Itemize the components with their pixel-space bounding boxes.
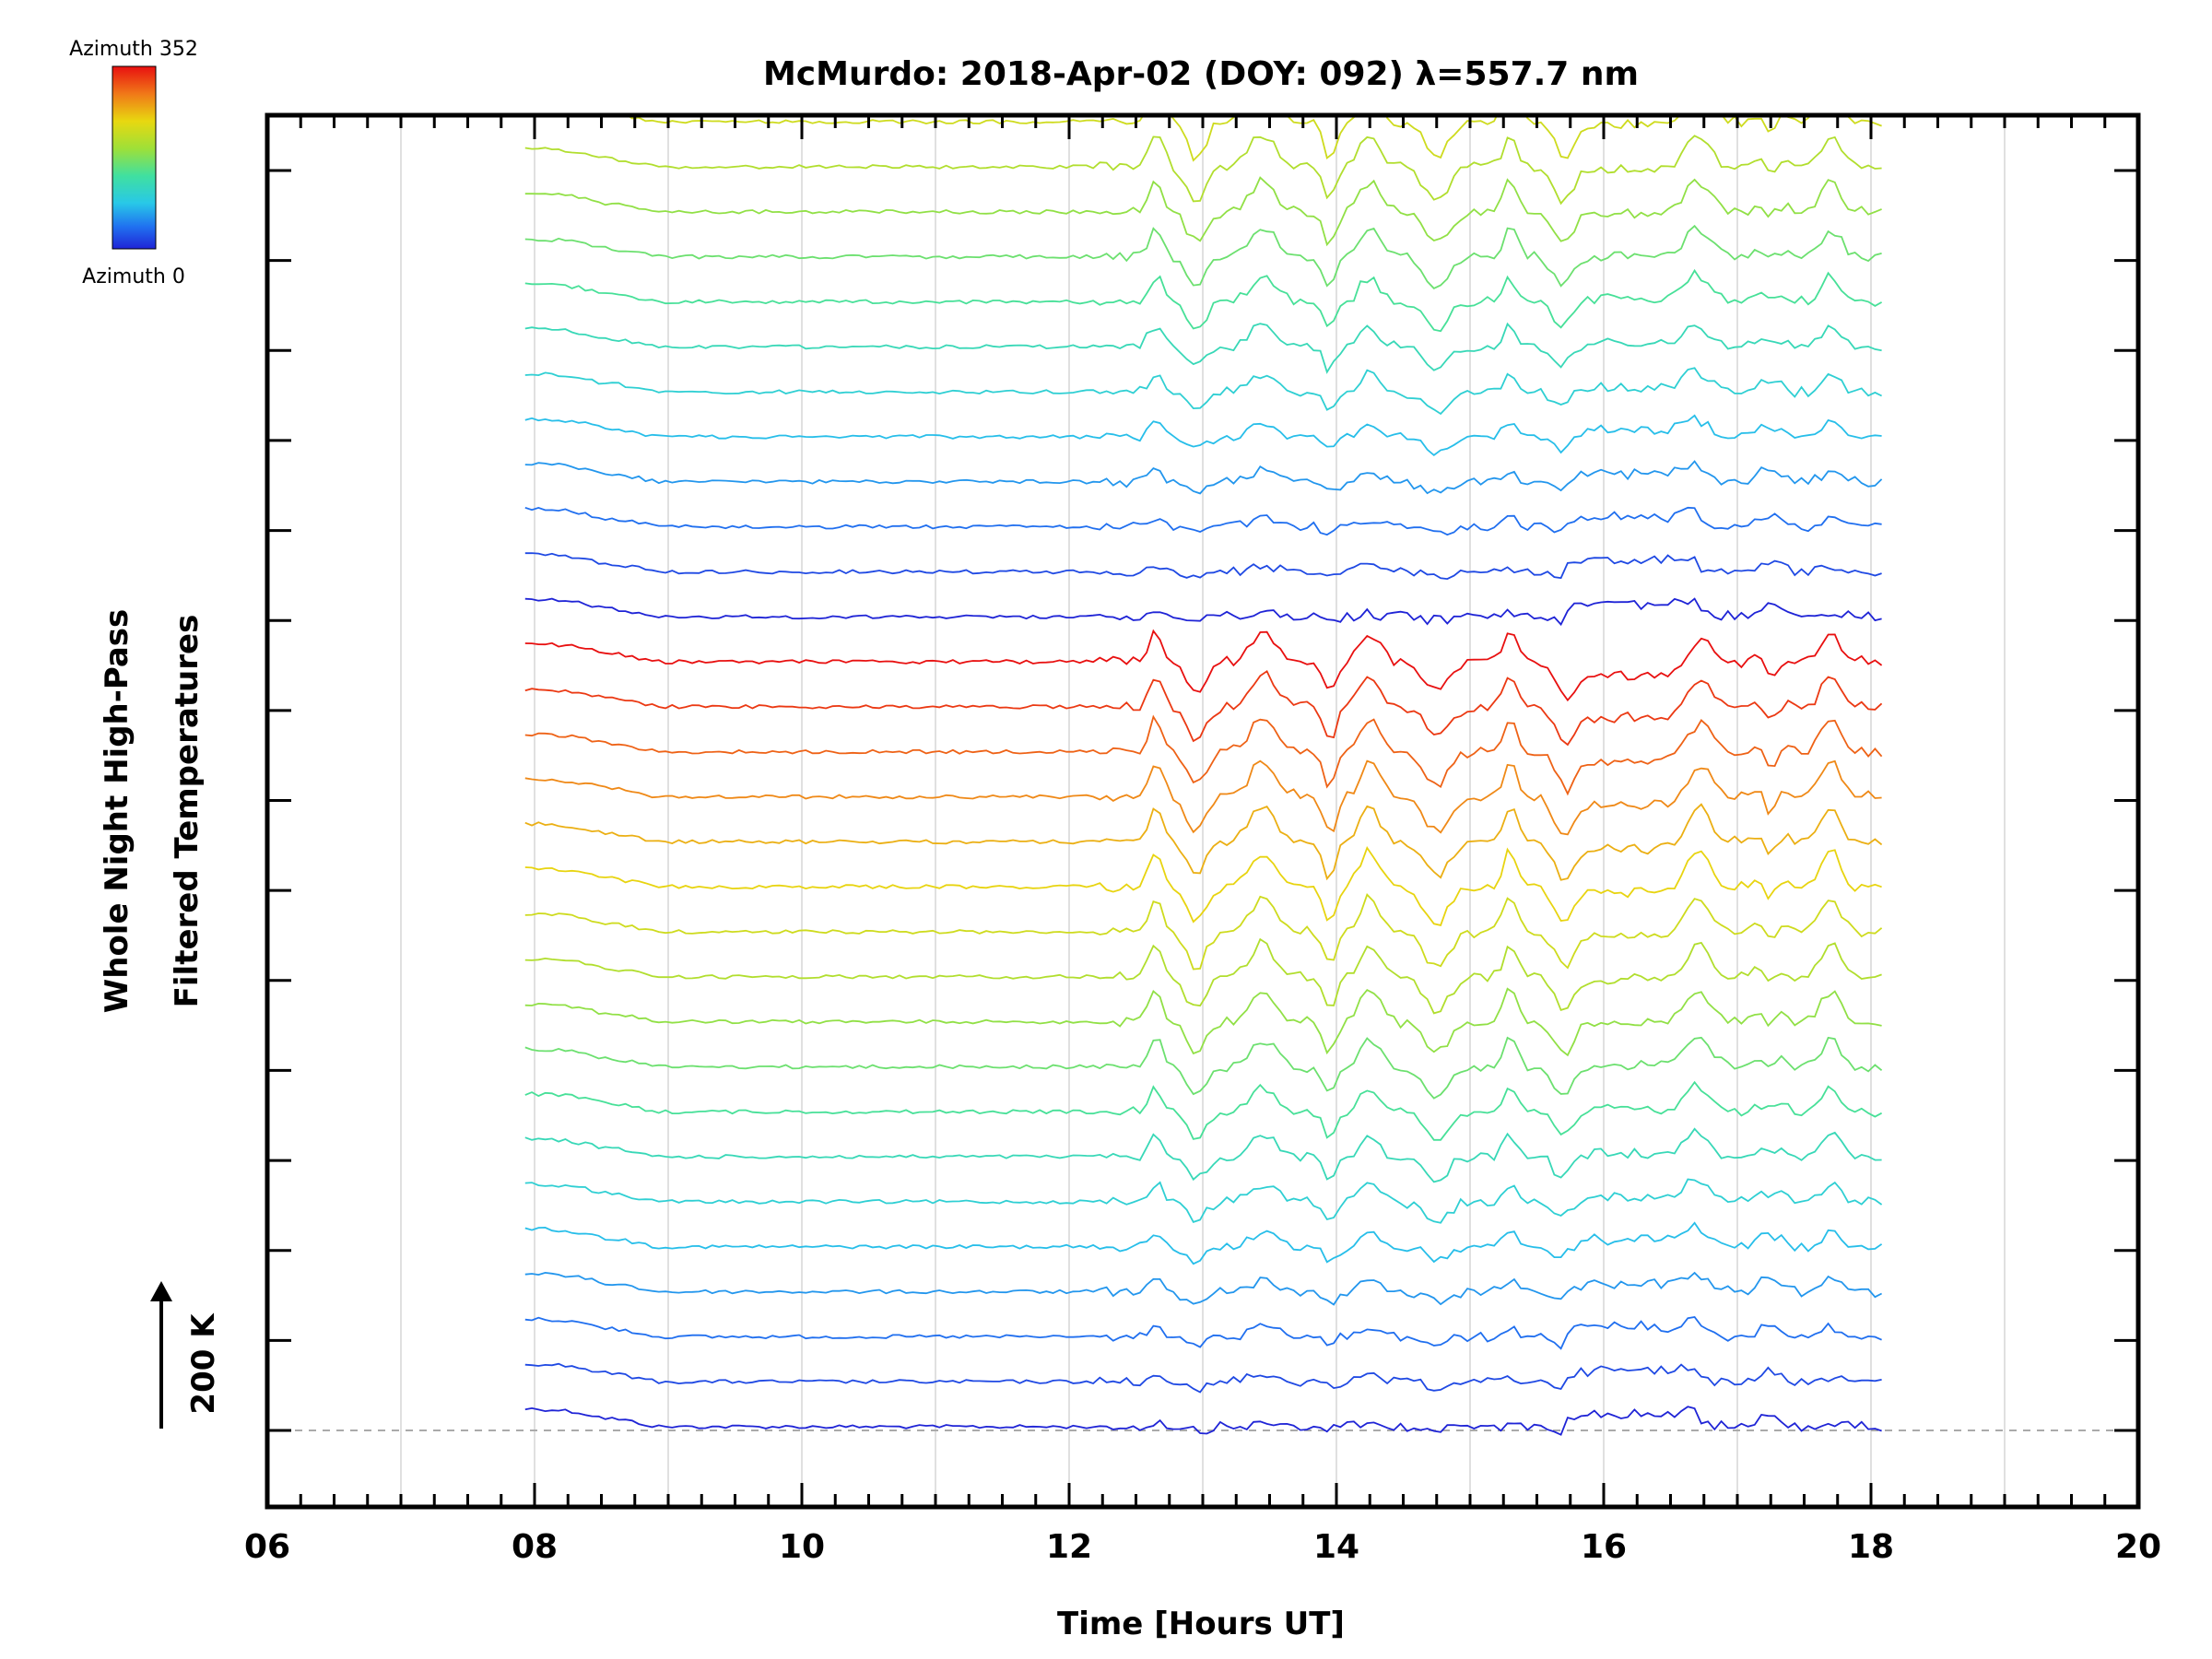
colorbar-top-label: Azimuth 352 [69, 38, 198, 61]
axis-ticks [265, 115, 2140, 1507]
series-line [524, 414, 1882, 457]
series-line [524, 629, 1883, 702]
x-tick-label: 18 [1848, 1528, 1894, 1566]
azimuth-colorbar: Azimuth 352 Azimuth 0 [69, 38, 198, 288]
series-line [524, 1178, 1883, 1224]
series-line [524, 937, 1882, 1015]
series-line [524, 224, 1882, 289]
series-line [524, 1406, 1882, 1436]
x-tick-label: 12 [1046, 1528, 1092, 1566]
series-line [524, 1036, 1883, 1100]
series-line [524, 176, 1882, 247]
series-line [524, 597, 1882, 627]
x-tick-labels: 06 08 10 12 14 16 18 20 [244, 1528, 2161, 1566]
x-axis-label: Time [Hours UT] [1057, 1606, 1345, 1642]
scale-arrow-head [150, 1281, 172, 1301]
scale-indicator: 200 K [150, 1281, 222, 1429]
series-line [524, 714, 1883, 796]
y-axis-label-line2: Filtered Temperatures [169, 615, 206, 1008]
series-line [524, 135, 1882, 206]
series-line [524, 1080, 1883, 1141]
series-line [524, 1221, 1883, 1265]
series-line [524, 669, 1883, 747]
series-line [525, 0, 1882, 31]
series-line [524, 1316, 1882, 1350]
series-line [524, 1127, 1882, 1183]
x-tick-label: 20 [2115, 1528, 2161, 1566]
x-tick-label: 06 [244, 1528, 290, 1566]
series-line [524, 987, 1882, 1057]
x-tick-label: 14 [1313, 1528, 1359, 1566]
series-line [524, 1271, 1883, 1306]
series-line [524, 268, 1883, 333]
series-line [524, 803, 1883, 881]
series-line [524, 1362, 1882, 1394]
x-tick-label: 08 [512, 1528, 558, 1566]
x-tick-label: 10 [779, 1528, 825, 1566]
series-line [524, 845, 1882, 926]
x-tick-label: 16 [1581, 1528, 1627, 1566]
series-line [524, 367, 1883, 416]
y-axis-label-line1: Whole Night High-Pass [99, 609, 135, 1014]
chart-title: McMurdo: 2018-Apr-02 (DOY: 092) λ=557.7 … [763, 55, 1639, 93]
series-line [524, 506, 1882, 536]
series-line [524, 893, 1883, 971]
series-line [524, 759, 1882, 836]
series-line [524, 552, 1882, 581]
series-line [524, 322, 1882, 374]
colorbar-gradient [112, 65, 157, 250]
series-line [524, 460, 1883, 495]
scale-label: 200 K [185, 1312, 222, 1415]
colorbar-bottom-label: Azimuth 0 [82, 265, 185, 288]
series-group [524, 0, 1883, 1436]
series-line [625, 115, 1882, 162]
